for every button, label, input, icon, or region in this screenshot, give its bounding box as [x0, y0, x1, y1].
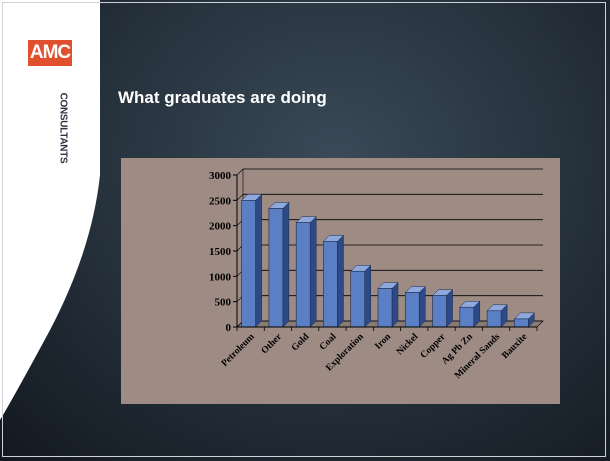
- left-white-band: [0, 0, 100, 420]
- logo-amc-text: AMC: [28, 40, 72, 66]
- grid-side-line: [236, 194, 244, 201]
- y-tick-label: 500: [215, 297, 232, 309]
- y-tick-label: 1000: [209, 271, 232, 283]
- y-tick-label: 0: [226, 322, 232, 334]
- slide-frame: [2, 2, 606, 457]
- grid-side-line: [236, 168, 244, 176]
- y-tick-label: 2000: [209, 221, 232, 233]
- y-tick-label: 1500: [209, 246, 232, 258]
- chart-panel: 0 500 1000 1500 2000 2500 3000 Petroleum Other Go…: [121, 158, 560, 404]
- y-tick-label: 3000: [209, 170, 232, 182]
- y-tick-label: 2500: [209, 195, 232, 207]
- company-logo: AMC: [28, 40, 76, 66]
- page-title: What graduates are doing: [118, 88, 327, 107]
